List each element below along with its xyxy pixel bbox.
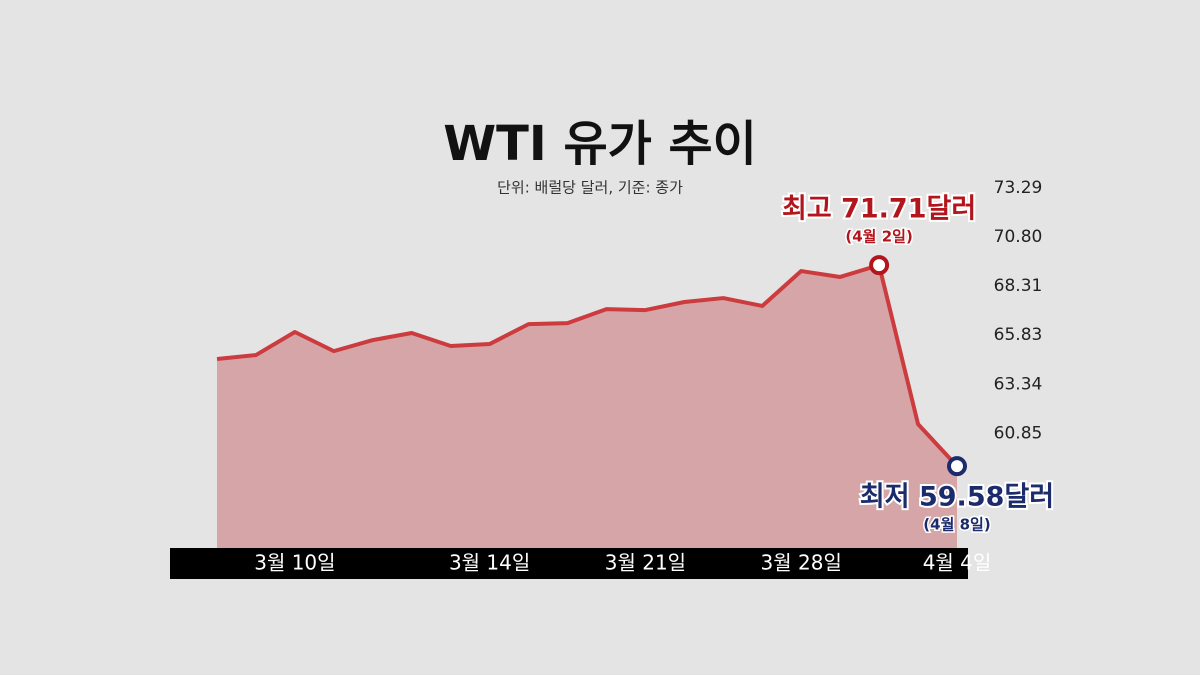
point-marker (947, 456, 967, 477)
chart-subtitle: 단위: 배럴당 달러, 기준: 종가 (497, 179, 683, 197)
y-tick-label: 63.34 (994, 374, 1043, 394)
annotation-date: (4월 2일) (845, 228, 912, 246)
x-tick-label: 3월 10일 (254, 551, 335, 575)
line (216, 263, 959, 468)
x-tick-label: 3월 21일 (605, 551, 686, 575)
y-tick-label: 68.31 (994, 276, 1043, 296)
annotation-label: 최저 59.58달러 (860, 482, 1054, 513)
y-tick-label: 70.80 (994, 227, 1043, 247)
x-axis-band (170, 548, 968, 579)
chart-title: WTI 유가 추이 (443, 116, 757, 172)
annotation-label: 최고 71.71달러 (782, 194, 976, 225)
x-tick-label: 3월 14일 (449, 551, 530, 575)
annotation-date: (4월 8일) (923, 516, 990, 534)
y-tick-label: 65.83 (994, 325, 1043, 345)
point-marker (869, 255, 890, 276)
y-tick-label: 73.29 (994, 178, 1043, 198)
x-tick-label: 4월 4일 (923, 551, 992, 575)
x-tick-label: 3월 28일 (761, 551, 842, 575)
y-tick-label: 60.85 (994, 423, 1043, 443)
